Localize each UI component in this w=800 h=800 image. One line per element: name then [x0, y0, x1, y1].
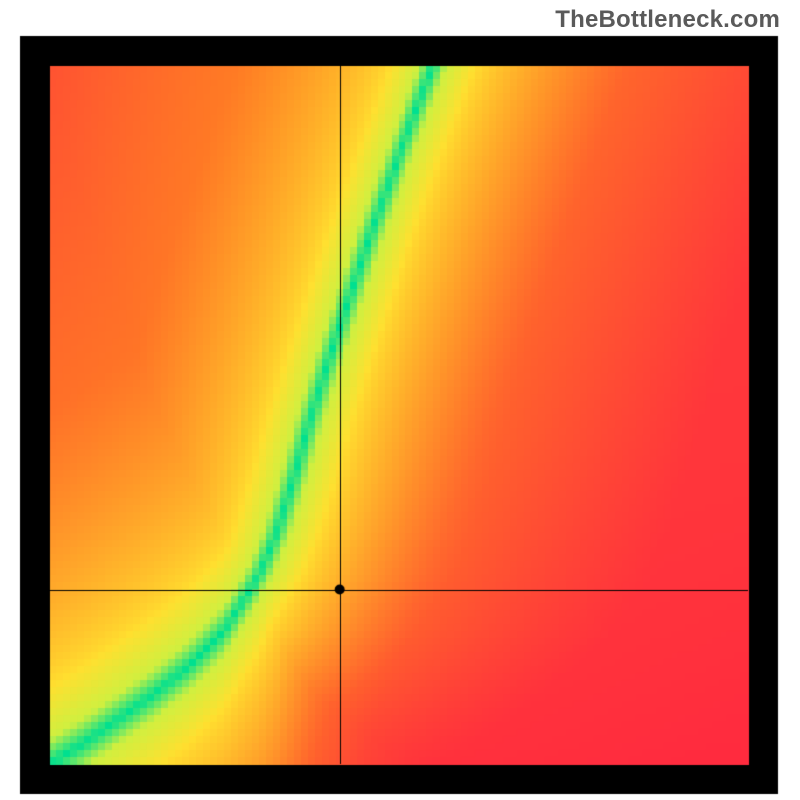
chart-container: TheBottleneck.com: [0, 0, 800, 800]
watermark-text: TheBottleneck.com: [555, 6, 780, 34]
heatmap-canvas: [0, 0, 800, 800]
